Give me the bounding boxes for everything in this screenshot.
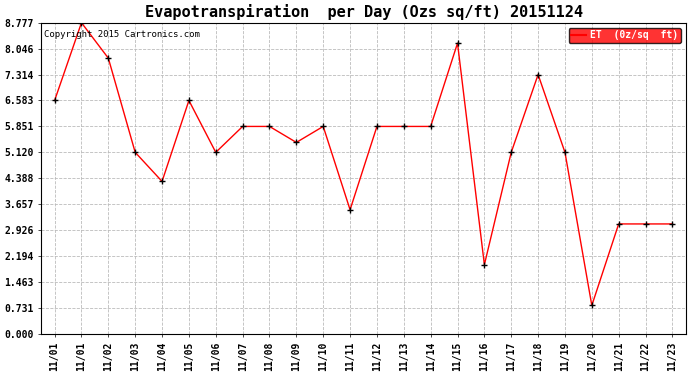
Title: Evapotranspiration  per Day (Ozs sq/ft) 20151124: Evapotranspiration per Day (Ozs sq/ft) 2… — [144, 4, 582, 20]
Text: Copyright 2015 Cartronics.com: Copyright 2015 Cartronics.com — [44, 30, 200, 39]
Legend: ET  (0z/sq  ft): ET (0z/sq ft) — [569, 28, 681, 44]
